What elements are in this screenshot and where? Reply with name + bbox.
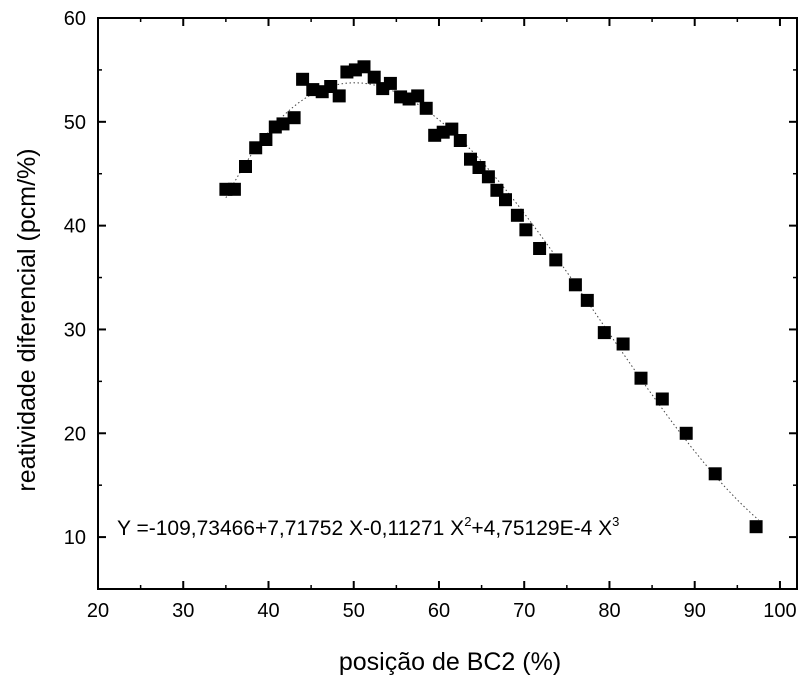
data-point (549, 253, 563, 267)
y-axis-title: reatividade diferencial (pcm/%) (13, 148, 41, 491)
data-point (249, 141, 263, 155)
equation-exponent-3: 3 (612, 514, 619, 529)
data-point (708, 467, 722, 481)
x-tick-label: 90 (684, 600, 706, 622)
data-point (634, 371, 648, 385)
data-point (445, 122, 459, 136)
data-points (219, 60, 763, 534)
data-point (296, 72, 310, 86)
data-point (749, 520, 763, 534)
y-tick-label: 20 (64, 423, 86, 445)
y-tick-label: 60 (64, 8, 86, 30)
y-tick-label: 40 (64, 216, 86, 238)
x-tick-label: 30 (172, 600, 194, 622)
x-tick-label: 80 (598, 600, 620, 622)
data-point (287, 111, 301, 125)
axes: 20 30 40 50 60 70 80 90 100 10 20 30 40 50 60 (64, 8, 798, 622)
data-point (383, 76, 397, 90)
x-axis-title: posição de BC2 (%) (339, 648, 561, 676)
x-tick-label: 70 (513, 600, 535, 622)
data-point (481, 170, 495, 184)
data-point (616, 337, 630, 351)
x-tick-label: 40 (257, 600, 279, 622)
x-tick-label: 20 (87, 600, 109, 622)
polynomial-fit-line (225, 82, 759, 521)
equation-part-2: +4,75129E-4 X (471, 517, 612, 540)
data-point (259, 133, 273, 146)
data-point (419, 101, 433, 115)
data-point (499, 193, 512, 207)
plot-frame (97, 17, 798, 590)
data-point (580, 293, 594, 307)
y-tick-label: 50 (64, 112, 86, 134)
data-point (227, 182, 241, 196)
data-point (357, 60, 371, 74)
equation-exponent-2: 2 (464, 514, 471, 529)
equation-part-1: Y =-109,73466+7,71752 X-0,11271 X (117, 517, 464, 540)
data-point (655, 392, 669, 406)
data-point (239, 160, 252, 173)
data-point (510, 208, 524, 222)
x-tick-label: 50 (343, 600, 365, 622)
y-tick-label: 30 (64, 319, 86, 341)
data-point (597, 326, 611, 340)
data-point (533, 242, 547, 255)
data-point (411, 89, 425, 103)
data-point (453, 134, 467, 147)
fit-equation: Y =-109,73466+7,71752 X-0,11271 X2+4,751… (117, 514, 619, 540)
data-point (519, 223, 533, 237)
data-point (367, 70, 381, 84)
data-point (679, 426, 693, 440)
x-tick-label: 60 (428, 600, 450, 622)
y-tick-label: 10 (64, 527, 86, 549)
data-point (276, 117, 290, 131)
x-tick-label: 100 (763, 600, 796, 622)
data-point (332, 89, 346, 103)
data-point (568, 278, 582, 292)
